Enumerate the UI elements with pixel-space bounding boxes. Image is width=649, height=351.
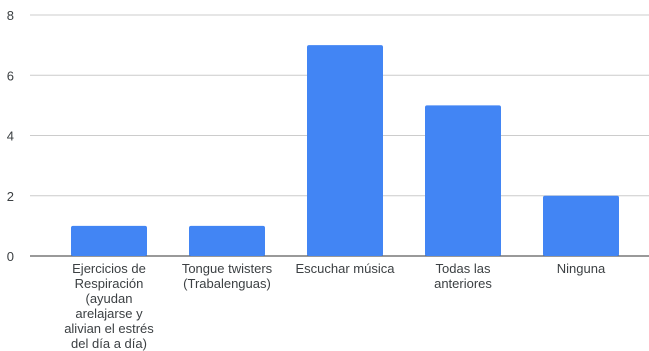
- x-tick-label: Ninguna: [521, 261, 641, 276]
- x-tick-label-line: Ninguna: [556, 261, 606, 276]
- y-tick-label: 4: [7, 129, 14, 144]
- x-tick-label-line: (ayudan: [85, 291, 133, 306]
- y-tick-label: 8: [7, 8, 14, 23]
- x-tick-label-line: del día a día): [71, 336, 147, 351]
- bar: [307, 45, 383, 256]
- x-tick-label-line: Ejercicios de: [72, 261, 146, 276]
- y-tick-label: 0: [7, 249, 14, 264]
- x-tick-label: Todas las anteriores: [403, 261, 523, 291]
- y-tick-label: 6: [7, 68, 14, 83]
- x-tick-label-line: anteriores: [434, 276, 492, 291]
- x-tick-label-line: Tongue twisters: [181, 261, 273, 276]
- x-tick-label-line: Escuchar música: [295, 261, 395, 276]
- bar: [425, 105, 501, 256]
- x-tick-label-line: arelajarse y: [75, 306, 143, 321]
- x-tick-label: Tongue twisters (Trabalenguas): [167, 261, 287, 291]
- bar: [71, 225, 147, 256]
- x-tick-label-line: alivian el estrés: [64, 321, 154, 336]
- bar: [189, 225, 265, 256]
- x-tick-label-line: Respiración: [74, 276, 144, 291]
- y-tick-label: 2: [7, 189, 14, 204]
- x-tick-label-line: (Trabalenguas): [183, 276, 271, 291]
- x-tick-label: Ejercicios de Respiración (ayudan arelajars…: [49, 261, 169, 351]
- x-tick-label: Escuchar música: [285, 261, 405, 276]
- chart-canvas: 0 2 4 6 8: [7, 8, 649, 264]
- bar-chart: 0 2 4 6 8 Ejercicios de Respiración (ayudan are…: [7, 8, 649, 351]
- bar: [543, 195, 619, 256]
- x-tick-label-line: Todas las: [435, 261, 491, 276]
